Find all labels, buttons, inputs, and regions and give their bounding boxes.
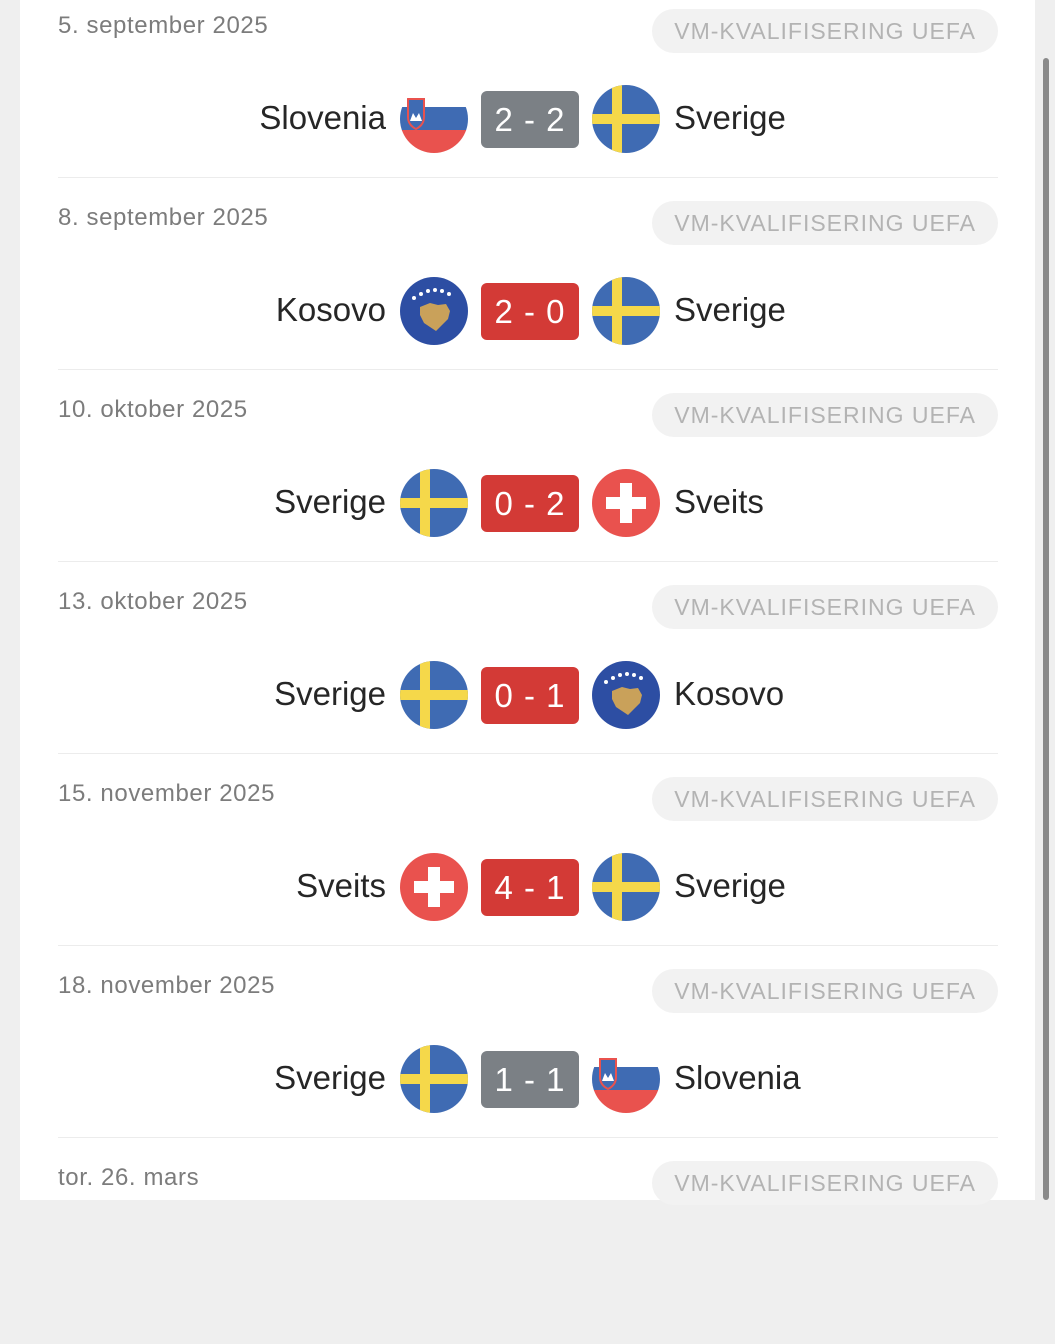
slovenia-flag-icon — [400, 85, 468, 153]
away-team: Sverige — [674, 291, 786, 328]
divider — [58, 1137, 998, 1138]
sweden-flag-icon — [592, 277, 660, 345]
match-row[interactable]: tor. 26. mars VM-KVALIFISERING UEFA — [58, 1152, 998, 1344]
home-team: Slovenia — [259, 99, 386, 136]
match-date: 15. november 2025 — [58, 780, 276, 807]
home-team: Sverige — [274, 1059, 386, 1096]
away-team: Kosovo — [674, 675, 785, 712]
match-row[interactable]: 5. september 2025 VM-KVALIFISERING UEFA … — [58, 0, 998, 192]
divider — [58, 369, 998, 370]
switzerland-flag-icon — [592, 469, 660, 537]
match-date: 5. september 2025 — [58, 12, 269, 39]
kosovo-flag-icon — [400, 277, 468, 345]
kosovo-flag-icon — [592, 661, 660, 729]
away-team: Sveits — [674, 483, 764, 520]
divider — [58, 177, 998, 178]
home-team: Sveits — [296, 867, 386, 904]
match-row[interactable]: 15. november 2025 VM-KVALIFISERING UEFA … — [58, 768, 998, 960]
competition-badge: VM-KVALIFISERING UEFA — [652, 585, 998, 629]
match-date: 13. oktober 2025 — [58, 588, 248, 615]
sweden-flag-icon — [400, 661, 468, 729]
score-badge: 1 - 1 — [481, 1051, 579, 1108]
home-team: Sverige — [274, 483, 386, 520]
score-badge: 4 - 1 — [481, 859, 579, 916]
match-date: tor. 26. mars — [58, 1164, 200, 1191]
sweden-flag-icon — [592, 85, 660, 153]
score-badge: 0 - 1 — [481, 667, 579, 724]
match-row[interactable]: 10. oktober 2025 VM-KVALIFISERING UEFA S… — [58, 384, 998, 576]
home-team: Sverige — [274, 675, 386, 712]
scrollbar-thumb[interactable] — [1043, 58, 1049, 1200]
match-date: 18. november 2025 — [58, 972, 276, 999]
competition-badge: VM-KVALIFISERING UEFA — [652, 1161, 998, 1205]
match-row[interactable]: 13. oktober 2025 VM-KVALIFISERING UEFA S… — [58, 576, 998, 768]
match-row[interactable]: 18. november 2025 VM-KVALIFISERING UEFA … — [58, 960, 998, 1152]
divider — [58, 561, 998, 562]
match-date: 10. oktober 2025 — [58, 396, 248, 423]
competition-badge: VM-KVALIFISERING UEFA — [652, 969, 998, 1013]
match-date: 8. september 2025 — [58, 204, 269, 231]
competition-badge: VM-KVALIFISERING UEFA — [652, 9, 998, 53]
sweden-flag-icon — [592, 853, 660, 921]
switzerland-flag-icon — [400, 853, 468, 921]
away-team: Slovenia — [674, 1059, 801, 1096]
score-badge: 2 - 0 — [481, 283, 579, 340]
slovenia-flag-icon — [592, 1045, 660, 1113]
score-badge: 2 - 2 — [481, 91, 579, 148]
score-badge: 0 - 2 — [481, 475, 579, 532]
divider — [58, 753, 998, 754]
sweden-flag-icon — [400, 1045, 468, 1113]
away-team: Sverige — [674, 867, 786, 904]
home-team: Kosovo — [275, 291, 386, 328]
sweden-flag-icon — [400, 469, 468, 537]
competition-badge: VM-KVALIFISERING UEFA — [652, 393, 998, 437]
divider — [58, 945, 998, 946]
match-row[interactable]: 8. september 2025 VM-KVALIFISERING UEFA … — [58, 192, 998, 384]
competition-badge: VM-KVALIFISERING UEFA — [652, 777, 998, 821]
away-team: Sverige — [674, 99, 786, 136]
competition-badge: VM-KVALIFISERING UEFA — [652, 201, 998, 245]
